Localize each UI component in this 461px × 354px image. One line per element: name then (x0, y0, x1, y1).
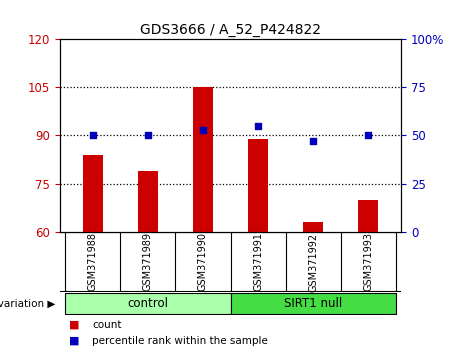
Title: GDS3666 / A_52_P424822: GDS3666 / A_52_P424822 (140, 23, 321, 36)
Text: control: control (127, 297, 168, 310)
Text: ■: ■ (69, 320, 80, 330)
Bar (359, 200, 378, 232)
Text: count: count (92, 320, 122, 330)
Text: GSM371991: GSM371991 (253, 233, 263, 291)
Point (254, 123, 262, 129)
Text: genotype/variation ▶: genotype/variation ▶ (0, 298, 55, 309)
Point (364, 133, 372, 138)
Bar (83, 155, 103, 232)
Text: GSM371992: GSM371992 (308, 232, 318, 292)
Text: GSM371988: GSM371988 (88, 233, 98, 291)
Bar (65, 293, 230, 314)
Point (309, 138, 317, 144)
Point (144, 133, 152, 138)
Bar (193, 87, 213, 232)
Bar (138, 171, 158, 232)
Text: SIRT1 null: SIRT1 null (284, 297, 342, 310)
Text: GSM371989: GSM371989 (143, 233, 153, 291)
Text: percentile rank within the sample: percentile rank within the sample (92, 336, 268, 346)
Text: ■: ■ (69, 336, 80, 346)
Bar (248, 139, 268, 232)
Bar (303, 222, 323, 232)
Point (89, 133, 97, 138)
Text: GSM371990: GSM371990 (198, 233, 208, 291)
Bar (230, 293, 396, 314)
Text: GSM371993: GSM371993 (363, 233, 373, 291)
Point (199, 127, 207, 132)
